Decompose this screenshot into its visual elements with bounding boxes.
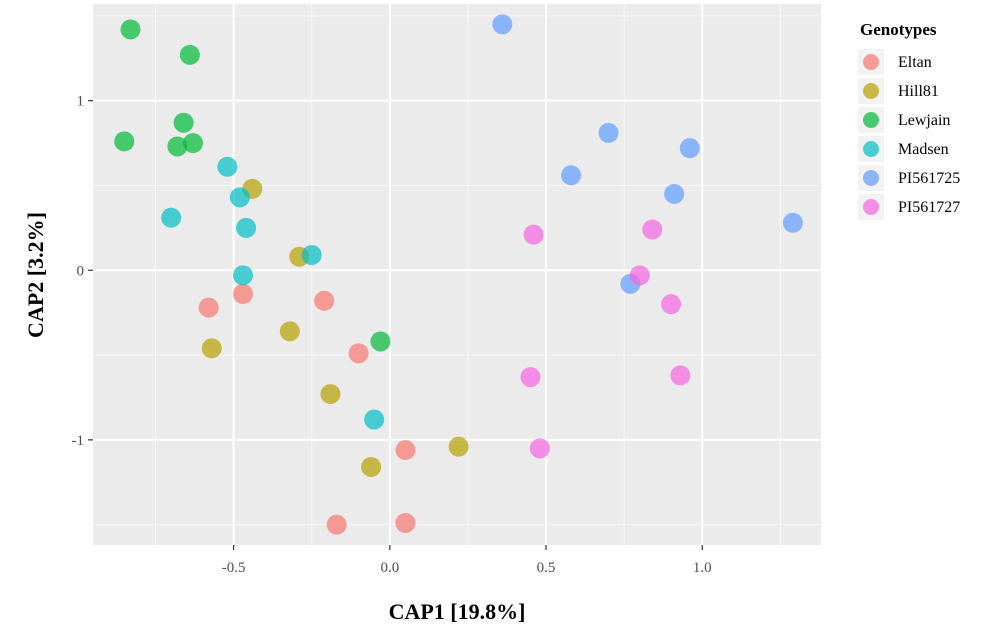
data-point <box>598 122 619 143</box>
data-point <box>642 219 663 240</box>
data-point <box>664 183 685 204</box>
legend: Genotypes Eltan Hill81 Lewjain Madsen PI5617… <box>858 20 960 220</box>
legend-label: PI561725 <box>898 170 960 187</box>
y-axis-title: CAP2 [3.2%] <box>23 212 48 338</box>
data-point <box>114 131 135 152</box>
data-point <box>314 290 335 311</box>
data-point <box>661 294 682 315</box>
data-point <box>198 297 219 318</box>
data-point <box>782 212 803 233</box>
data-point <box>523 224 544 245</box>
data-point <box>182 133 203 154</box>
data-point <box>529 438 550 459</box>
data-point <box>679 138 700 159</box>
data-point <box>348 343 369 364</box>
y-tick-label: 1 <box>77 94 85 110</box>
data-point <box>173 112 194 133</box>
legend-swatch <box>863 83 879 99</box>
data-point <box>561 165 582 186</box>
data-point <box>629 265 650 286</box>
data-point <box>217 156 238 177</box>
plot-panel <box>93 4 821 545</box>
data-point <box>361 456 382 477</box>
data-point <box>167 136 188 157</box>
legend-swatch <box>863 112 879 128</box>
data-point <box>161 207 182 228</box>
data-point <box>492 14 513 35</box>
legend-label: Hill81 <box>898 83 939 100</box>
legend-swatch <box>863 141 879 157</box>
data-point <box>120 19 141 40</box>
data-point <box>364 409 385 430</box>
data-point <box>232 284 253 305</box>
x-tick-label: 0.0 <box>380 560 399 576</box>
data-point <box>229 187 250 208</box>
x-tick-label: 0.5 <box>537 560 556 576</box>
legend-swatch <box>863 199 879 215</box>
data-point <box>301 244 322 265</box>
legend-swatch <box>863 54 879 70</box>
x-axis-title: CAP1 [19.8%] <box>389 599 526 624</box>
data-point <box>279 321 300 342</box>
legend-swatch <box>863 170 879 186</box>
data-point <box>395 512 416 533</box>
data-point <box>370 331 391 352</box>
legend-label: Eltan <box>898 54 932 71</box>
x-tick-label: 1.0 <box>693 560 712 576</box>
data-point <box>395 440 416 461</box>
data-point <box>201 338 222 359</box>
legend-title: Genotypes <box>860 20 937 39</box>
legend-label: Lewjain <box>898 112 950 129</box>
data-point <box>236 217 257 238</box>
y-tick-label: -1 <box>72 433 85 449</box>
legend-label: Madsen <box>898 141 949 158</box>
data-point <box>326 514 347 535</box>
axis-ticks: -0.5 0.0 0.5 1.0 -1 0 1 <box>72 94 712 576</box>
legend-label: PI561727 <box>898 199 960 216</box>
y-tick-label: 0 <box>77 263 85 279</box>
data-point <box>179 44 200 65</box>
data-point <box>520 367 541 388</box>
x-tick-label: -0.5 <box>222 560 246 576</box>
data-point <box>670 365 691 386</box>
data-point <box>232 265 253 286</box>
data-point <box>448 436 469 457</box>
data-points <box>114 14 803 535</box>
data-point <box>320 384 341 405</box>
